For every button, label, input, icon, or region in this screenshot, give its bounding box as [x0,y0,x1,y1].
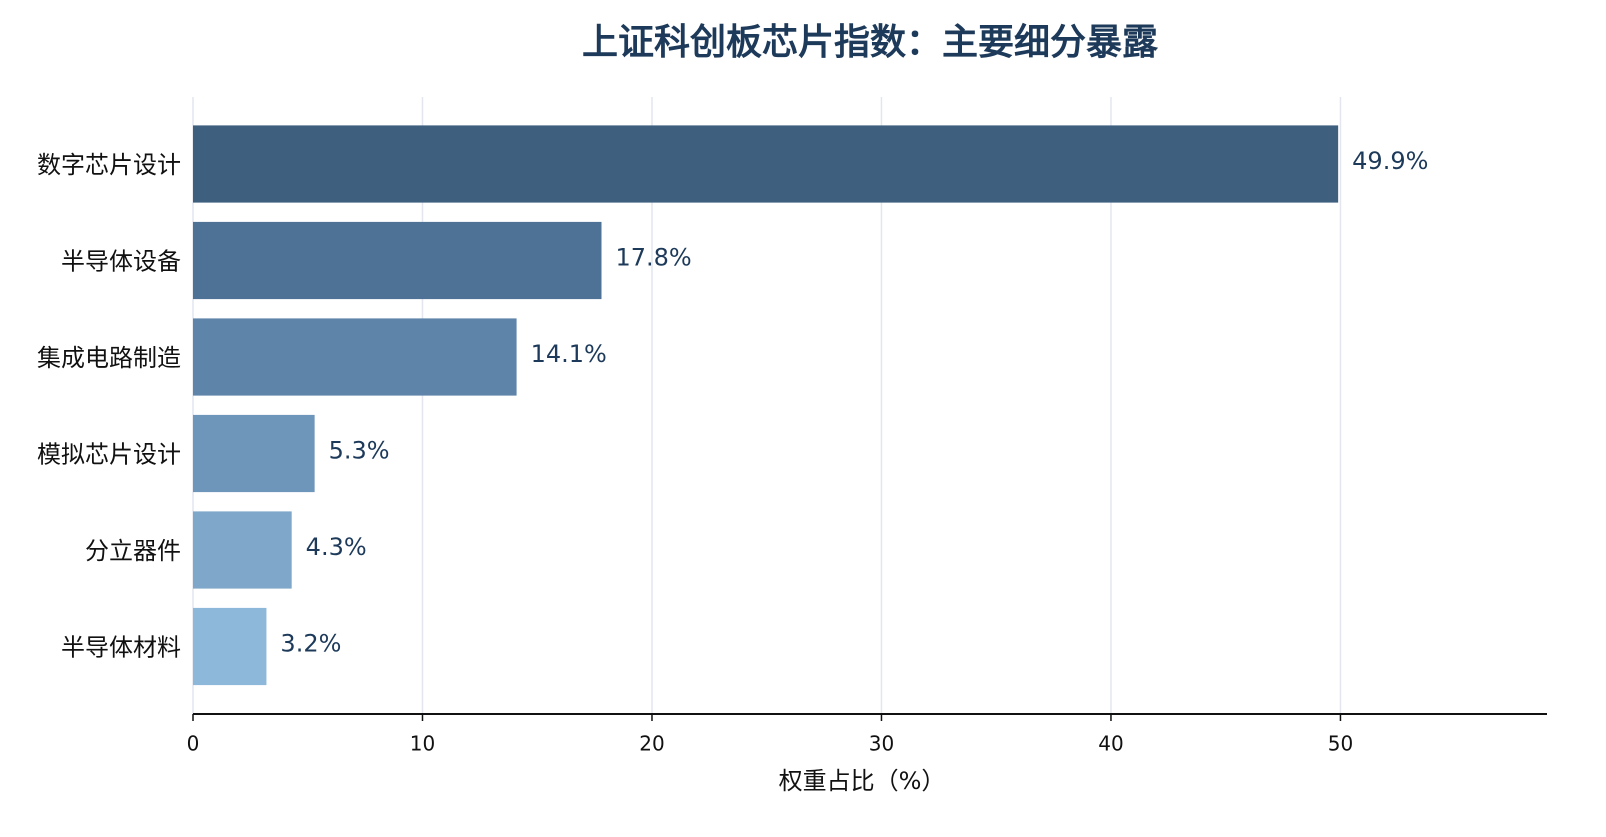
x-tick-label: 10 [410,732,435,756]
y-tick-label: 分立器件 [85,537,181,565]
y-tick-label: 半导体设备 [61,248,181,276]
x-tick-label: 40 [1098,732,1123,756]
x-tick-label: 20 [639,732,664,756]
bar [193,607,267,686]
y-tick-label: 半导体材料 [61,634,181,662]
x-tick-label: 50 [1328,732,1353,756]
value-label: 49.9% [1352,147,1428,175]
value-label: 4.3% [306,533,367,561]
value-label: 5.3% [329,437,390,465]
value-label: 17.8% [615,244,691,272]
bar [193,221,602,300]
x-axis-label: 权重占比（%） [779,767,946,795]
y-tick-label: 数字芯片设计 [37,151,181,179]
chart-title: 上证科创板芯片指数：主要细分暴露 [582,22,1159,63]
value-label: 14.1% [531,340,607,368]
y-tick-label: 模拟芯片设计 [37,441,181,469]
bar [193,511,292,589]
bar [193,318,517,396]
value-label: 3.2% [280,630,341,658]
x-tick-label: 30 [869,732,894,756]
bar [193,414,315,493]
y-tick-label: 集成电路制造 [37,344,181,372]
bar [193,125,1339,203]
x-tick-label: 0 [187,732,200,756]
